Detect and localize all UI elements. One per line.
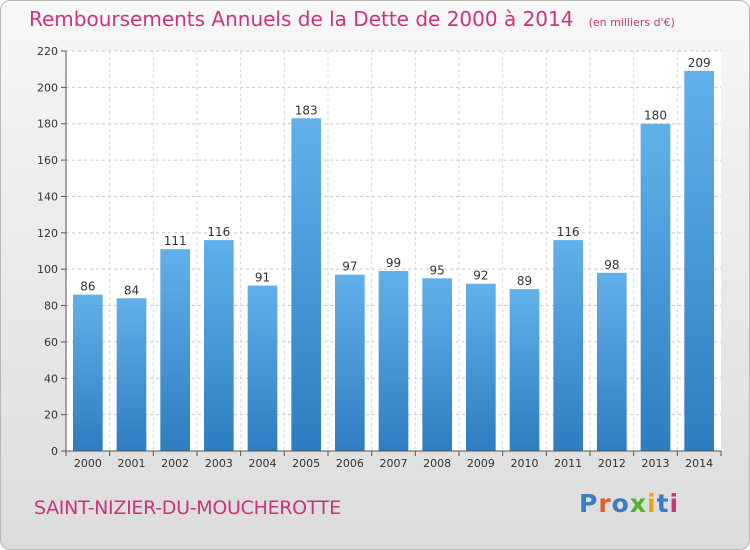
data-label-2008: 95 (430, 263, 445, 277)
chart-subtitle: (en milliers d'€) (588, 16, 675, 29)
data-label-2007: 99 (386, 256, 401, 270)
title-row: Remboursements Annuels de la Dette de 20… (29, 7, 675, 31)
x-tick-label-2012: 2012 (598, 457, 626, 470)
proxiti-logo: Proxiti (579, 489, 679, 518)
data-label-2003: 116 (207, 225, 230, 239)
y-tick-label: 220 (37, 45, 58, 58)
logo-letter: x (629, 489, 647, 518)
x-tick-label-2004: 2004 (249, 457, 277, 470)
chart-title: Remboursements Annuels de la Dette de 20… (29, 7, 574, 31)
bar-2006 (334, 274, 365, 451)
data-label-2013: 180 (644, 109, 667, 123)
y-tick-label: 20 (44, 409, 58, 422)
data-label-2000: 86 (80, 280, 95, 294)
y-tick-label: 140 (37, 190, 58, 203)
logo-letter: t (656, 489, 670, 518)
y-tick-label: 200 (37, 81, 58, 94)
x-tick-label-2007: 2007 (380, 457, 408, 470)
y-tick-label: 0 (51, 445, 58, 458)
x-tick-label-2013: 2013 (642, 457, 670, 470)
bar-2010 (509, 289, 540, 451)
data-label-2014: 209 (688, 56, 711, 70)
y-tick-label: 100 (37, 263, 58, 276)
bar-2013 (640, 123, 671, 452)
logo-letter: P (579, 489, 599, 518)
x-tick-label-2000: 2000 (74, 457, 102, 470)
x-tick-label-2008: 2008 (423, 457, 451, 470)
data-label-2012: 98 (604, 258, 619, 272)
x-tick-label-2003: 2003 (205, 457, 233, 470)
data-label-2001: 84 (124, 283, 139, 297)
bar-2001 (116, 298, 147, 451)
data-label-2004: 91 (255, 271, 270, 285)
y-tick-label: 120 (37, 227, 58, 240)
y-tick-label: 40 (44, 372, 58, 385)
data-label-2006: 97 (342, 260, 357, 274)
y-tick-label: 80 (44, 300, 58, 313)
x-tick-label-2002: 2002 (161, 457, 189, 470)
bar-2000 (72, 294, 103, 451)
bar-2008 (422, 278, 453, 451)
x-tick-label-2011: 2011 (554, 457, 582, 470)
data-label-2005: 183 (295, 103, 318, 117)
x-tick-label-2006: 2006 (336, 457, 364, 470)
x-tick-label-2009: 2009 (467, 457, 495, 470)
x-tick-label-2001: 2001 (118, 457, 146, 470)
logo-letter: o (611, 489, 630, 518)
bar-2005 (291, 118, 322, 451)
bar-2002 (160, 249, 191, 451)
bar-2003 (203, 240, 234, 451)
data-label-2011: 116 (557, 225, 580, 239)
x-tick-label-2010: 2010 (511, 457, 539, 470)
bar-2014 (684, 71, 715, 451)
bar-2007 (378, 271, 409, 451)
bar-2012 (596, 272, 627, 451)
x-tick-label-2014: 2014 (685, 457, 713, 470)
y-tick-label: 180 (37, 118, 58, 131)
y-tick-label: 160 (37, 154, 58, 167)
bar-2009 (465, 283, 496, 451)
x-tick-label-2005: 2005 (292, 457, 320, 470)
bar-2004 (247, 285, 278, 451)
data-label-2010: 89 (517, 274, 532, 288)
bar-2011 (553, 240, 584, 451)
logo-letter: i (669, 489, 680, 518)
y-tick-label: 60 (44, 336, 58, 349)
data-label-2009: 92 (473, 269, 488, 283)
data-label-2002: 111 (164, 234, 187, 248)
logo-letter: r (598, 489, 612, 518)
logo-letter: i (647, 489, 657, 518)
commune-name: SAINT-NIZIER-DU-MOUCHEROTTE (34, 497, 341, 519)
